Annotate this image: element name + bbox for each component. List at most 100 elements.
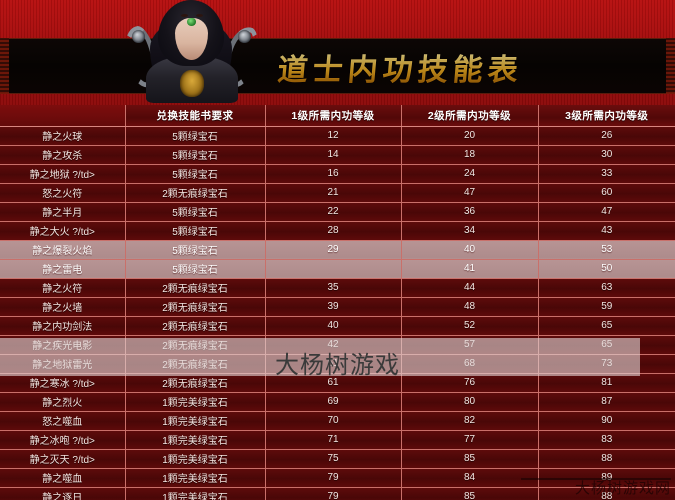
table-row: 静之地狱雷光 2颗无痕绿宝石 51 68 73 — [0, 354, 675, 374]
cell-skill-name: 静之半月 — [0, 202, 126, 222]
cell-skill-name: 怒之火符 — [0, 183, 126, 203]
cell-level-1: 69 — [265, 392, 402, 412]
banner-plate-edge-left — [0, 38, 9, 94]
cell-level-3: 65 — [538, 335, 675, 355]
cell-requirement: 5颗绿宝石 — [125, 240, 266, 260]
table-row: 静之半月 5颗绿宝石 22 36 47 — [0, 202, 675, 222]
cell-level-1: 71 — [265, 430, 402, 450]
cell-level-3: 43 — [538, 221, 675, 241]
cell-level-3: 33 — [538, 164, 675, 184]
cell-requirement: 2颗无痕绿宝石 — [125, 297, 266, 317]
cell-requirement: 1颗完美绿宝石 — [125, 392, 266, 412]
cell-level-3: 81 — [538, 373, 675, 393]
cell-requirement: 2颗无痕绿宝石 — [125, 183, 266, 203]
cell-level-2: 24 — [401, 164, 539, 184]
cell-requirement: 5颗绿宝石 — [125, 145, 266, 165]
cell-level-2: 34 — [401, 221, 539, 241]
header-level-3-requirement: 3级所需内功等级 — [538, 105, 675, 127]
cell-skill-name: 静之地狱 ?/td> — [0, 164, 126, 184]
table-row: 静之烈火 1颗完美绿宝石 69 80 87 — [0, 392, 675, 412]
cell-level-1: 39 — [265, 297, 402, 317]
cell-skill-name: 静之灭天 ?/td> — [0, 449, 126, 469]
cell-skill-name: 静之烈火 — [0, 392, 126, 412]
cell-level-2: 84 — [401, 468, 539, 488]
cell-level-3: 89 — [538, 468, 675, 488]
banner-plate-edge-right — [666, 38, 675, 94]
cell-level-2: 44 — [401, 278, 539, 298]
cell-skill-name: 静之疾光电影 — [0, 335, 126, 355]
cell-level-3: 88 — [538, 487, 675, 500]
header-level-2-requirement: 2级所需内功等级 — [401, 105, 539, 127]
table-header-row: 兑换技能书要求 1级所需内功等级 2级所需内功等级 3级所需内功等级 — [0, 105, 675, 127]
cell-level-1: 35 — [265, 278, 402, 298]
cell-level-3: 88 — [538, 449, 675, 469]
cell-level-3: 26 — [538, 126, 675, 146]
cell-level-3: 90 — [538, 411, 675, 431]
cell-level-2: 18 — [401, 145, 539, 165]
cell-requirement: 5颗绿宝石 — [125, 221, 266, 241]
table-row: 静之逐日 1颗完美绿宝石 79 85 88 — [0, 487, 675, 500]
cell-level-2: 40 — [401, 240, 539, 260]
table-row: 静之大火 ?/td> 5颗绿宝石 28 34 43 — [0, 221, 675, 241]
cell-level-3: 47 — [538, 202, 675, 222]
cell-level-1: 75 — [265, 449, 402, 469]
cell-requirement: 1颗完美绿宝石 — [125, 411, 266, 431]
cell-level-2: 47 — [401, 183, 539, 203]
portrait-horn-gem-left — [132, 30, 145, 43]
cell-level-1: 79 — [265, 468, 402, 488]
cell-requirement: 1颗完美绿宝石 — [125, 449, 266, 469]
cell-level-2: 76 — [401, 373, 539, 393]
daoist-portrait-icon — [118, 0, 264, 103]
skills-table-head: 兑换技能书要求 1级所需内功等级 2级所需内功等级 3级所需内功等级 — [0, 105, 675, 127]
cell-skill-name: 静之寒冰 ?/td> — [0, 373, 126, 393]
page-banner: 道士内功技能表 — [0, 0, 675, 105]
cell-requirement: 1颗完美绿宝石 — [125, 430, 266, 450]
header-exchange-requirement: 兑换技能书要求 — [125, 105, 266, 127]
cell-level-1: 28 — [265, 221, 402, 241]
cell-level-2: 68 — [401, 354, 539, 374]
cell-level-1: 16 — [265, 164, 402, 184]
cell-level-3: 65 — [538, 316, 675, 336]
cell-skill-name: 静之内功剑法 — [0, 316, 126, 336]
cell-level-2: 82 — [401, 411, 539, 431]
cell-level-2: 48 — [401, 297, 539, 317]
table-row: 静之火符 2颗无痕绿宝石 35 44 63 — [0, 278, 675, 298]
cell-requirement: 1颗完美绿宝石 — [125, 487, 266, 500]
cell-skill-name: 静之火球 — [0, 126, 126, 146]
cell-level-2: 85 — [401, 449, 539, 469]
cell-level-3: 59 — [538, 297, 675, 317]
cell-level-1: 42 — [265, 335, 402, 355]
cell-level-1: 70 — [265, 411, 402, 431]
table-row: 静之火球 5颗绿宝石 12 20 26 — [0, 126, 675, 146]
cell-requirement: 2颗无痕绿宝石 — [125, 316, 266, 336]
portrait-eye-left — [181, 14, 188, 17]
skills-table: 兑换技能书要求 1级所需内功等级 2级所需内功等级 3级所需内功等级 静之火球 5… — [0, 105, 675, 500]
cell-requirement: 1颗完美绿宝石 — [125, 468, 266, 488]
cell-skill-name: 静之逐日 — [0, 487, 126, 500]
skills-table-body: 静之火球 5颗绿宝石 12 20 26 静之攻杀 5颗绿宝石 14 18 30 静之地狱 ?/td>… — [0, 126, 675, 500]
cell-requirement: 5颗绿宝石 — [125, 259, 266, 279]
page-title: 道士内功技能表 — [276, 44, 525, 90]
cell-level-1: 22 — [265, 202, 402, 222]
cell-requirement: 5颗绿宝石 — [125, 202, 266, 222]
portrait-horn-gem-right — [238, 30, 251, 43]
banner-black-plate — [0, 38, 675, 94]
cell-skill-name: 静之火符 — [0, 278, 126, 298]
cell-skill-name: 静之雷电 — [0, 259, 126, 279]
cell-level-2: 20 — [401, 126, 539, 146]
cell-level-3: 73 — [538, 354, 675, 374]
cell-skill-name: 静之噬血 — [0, 468, 126, 488]
cell-level-2: 36 — [401, 202, 539, 222]
table-row: 静之寒冰 ?/td> 2颗无痕绿宝石 61 76 81 — [0, 373, 675, 393]
cell-skill-name: 怒之噬血 — [0, 411, 126, 431]
table-row: 静之噬血 1颗完美绿宝石 79 84 89 — [0, 468, 675, 488]
cell-level-3: 50 — [538, 259, 675, 279]
cell-requirement: 2颗无痕绿宝石 — [125, 278, 266, 298]
cell-level-1: 21 — [265, 183, 402, 203]
table-row: 静之攻杀 5颗绿宝石 14 18 30 — [0, 145, 675, 165]
table-row: 静之灭天 ?/td> 1颗完美绿宝石 75 85 88 — [0, 449, 675, 469]
cell-level-3: 60 — [538, 183, 675, 203]
cell-level-3: 63 — [538, 278, 675, 298]
cell-skill-name: 静之大火 ?/td> — [0, 221, 126, 241]
cell-level-1: 51 — [265, 354, 402, 374]
